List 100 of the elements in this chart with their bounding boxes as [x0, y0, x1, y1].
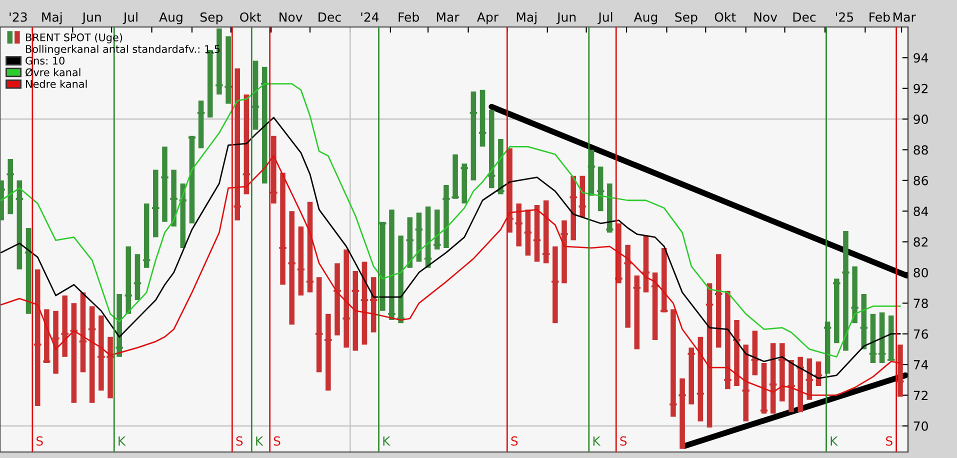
candlestick [859, 294, 869, 350]
x-tick-label: Mar [894, 12, 916, 22]
candlestick [342, 249, 351, 348]
candlestick [714, 254, 724, 348]
y-tick-label: 72 [914, 390, 928, 400]
ref-line-label: K [118, 436, 126, 446]
candlestick [532, 204, 542, 262]
candlestick [768, 343, 778, 414]
candlestick [332, 263, 342, 336]
x-tick-label: Mar [436, 12, 460, 22]
candlestick [868, 314, 878, 364]
ref-line-label: K [383, 436, 390, 446]
candlestick [841, 231, 850, 351]
candlestick [660, 248, 669, 312]
x-tick-label: Sep [200, 12, 223, 24]
candlestick [804, 358, 814, 400]
candlestick [196, 100, 206, 148]
y-tick-label: 74 [914, 360, 928, 370]
candlestick [14, 180, 24, 270]
candlestick [250, 60, 260, 130]
candlestick [378, 222, 388, 311]
candlestick [686, 348, 696, 404]
candlestick [33, 269, 42, 406]
candlestick [51, 310, 60, 374]
y-tick-label: 94 [914, 53, 928, 63]
candlestick [578, 176, 588, 218]
candlestick [151, 170, 160, 238]
candlestick [132, 254, 142, 300]
candlestick [6, 158, 15, 214]
candlestick [550, 246, 560, 324]
candlestick [42, 309, 52, 364]
x-tick-label: Aug [159, 12, 182, 24]
candlestick [160, 146, 170, 222]
ref-line-label: S [511, 436, 518, 446]
candlestick [514, 203, 524, 246]
candlestick [260, 66, 270, 184]
candlestick [741, 344, 750, 422]
candlestick [242, 94, 252, 194]
candlestick [169, 170, 178, 226]
ref-line-label: S [886, 436, 892, 446]
candlestick [387, 210, 396, 320]
y-tick-label: 76 [914, 329, 928, 339]
ref-line-label: S [236, 436, 243, 446]
candlestick [786, 360, 796, 412]
x-tick-label: Dec [793, 12, 816, 22]
candlestick [814, 361, 824, 386]
ref-line-label: K [593, 436, 601, 446]
candlestick [78, 292, 88, 372]
candlestick [269, 136, 278, 204]
candlestick [778, 343, 787, 402]
candlestick [405, 217, 415, 268]
x-tick-label: '23 [10, 12, 27, 22]
candlestick [314, 277, 324, 372]
y-tick-label: 70 [914, 421, 928, 431]
candlestick [305, 202, 315, 292]
candlestick [641, 236, 651, 292]
candlestick [704, 283, 714, 428]
candlestick [60, 296, 70, 357]
x-tick-label: Nov [754, 12, 778, 22]
x-tick-label: Okt [240, 12, 262, 22]
candlestick [650, 272, 660, 340]
candlestick [496, 139, 506, 194]
candlestick [232, 68, 242, 220]
candlestick [796, 356, 805, 412]
y-tick-label: 84 [914, 206, 928, 216]
x-tick-label: Sep [675, 12, 698, 24]
candlestick [678, 378, 687, 449]
candlestick [278, 172, 288, 285]
x-tick-label: Jul [598, 12, 612, 24]
candlestick [632, 276, 642, 350]
candlestick [142, 203, 152, 268]
x-tick-label: Okt [714, 12, 736, 22]
candlestick [560, 220, 569, 284]
candlestick [623, 244, 632, 328]
ref-line-label: S [620, 436, 627, 446]
candlestick [368, 277, 378, 332]
ref-line-label: K [830, 436, 838, 446]
candlestick [541, 200, 551, 264]
candlestick [87, 306, 97, 403]
y-tick-label: 92 [914, 84, 928, 94]
ref-line-label: K [256, 436, 264, 446]
candlestick [723, 290, 732, 390]
x-tick-label: Dec [318, 12, 341, 22]
x-tick-label: '25 [836, 12, 854, 22]
ref-line-label: S [36, 436, 43, 446]
y-tick-label: 78 [914, 298, 928, 308]
x-tick-label: Maj [42, 12, 62, 24]
candlestick [605, 184, 614, 233]
candlestick [478, 90, 488, 147]
candlestick [750, 330, 760, 376]
candlestick [850, 266, 860, 324]
candlestick [596, 166, 606, 212]
x-tick-label: Apr [477, 12, 499, 24]
candlestick [360, 262, 370, 345]
y-tick-label: 80 [914, 268, 928, 278]
candlestick [324, 314, 333, 391]
candlestick [396, 236, 406, 324]
y-tick-label: 90 [914, 114, 928, 124]
x-tick-label: Jul [122, 12, 138, 24]
candlestick [114, 294, 124, 357]
